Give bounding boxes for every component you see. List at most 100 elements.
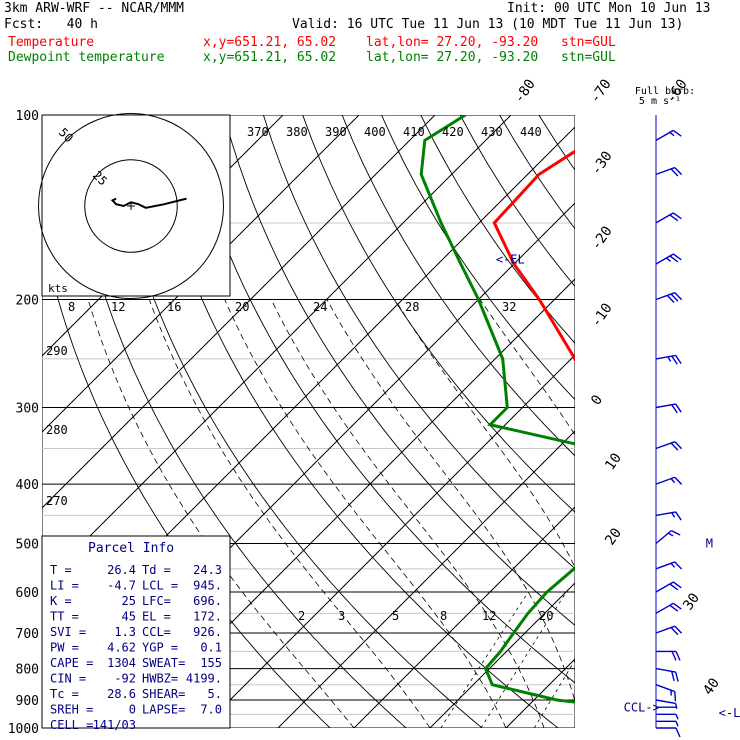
wind-legend-title: Full barb: — [635, 86, 695, 97]
wind-barb-flag — [674, 167, 683, 176]
marker-label: M — [706, 536, 713, 550]
isotherm-line — [277, 430, 575, 728]
hodograph-speed-label: 8 — [68, 300, 75, 314]
parcel-row-label: YGP = — [142, 641, 178, 655]
wind-barb-flag — [675, 511, 682, 521]
parcel-row-value: 4.62 — [107, 641, 136, 655]
dry-adiabat-line — [599, 87, 740, 740]
pressure-tick-label: 500 — [16, 537, 39, 552]
wind-barb-half — [670, 690, 672, 696]
hodograph-speed-label: 28 — [405, 300, 419, 314]
parcel-row-label: CELL = — [50, 718, 93, 732]
hodograph-ring — [38, 113, 224, 299]
wind-barb-flag — [674, 476, 683, 485]
parcel-row-label: SREH = — [50, 703, 93, 717]
parcel-row-value: 26.4 — [107, 563, 136, 577]
wind-barb — [656, 650, 681, 661]
hodograph-speed-label: 20 — [235, 300, 249, 314]
wind-barb-flag — [671, 530, 681, 536]
hodograph-speed-label: 32 — [502, 300, 516, 314]
wind-barb-flag — [671, 651, 677, 661]
mixing-ratio-label: 12 — [482, 609, 496, 623]
isotherm-line — [42, 115, 436, 509]
hodograph-speed-label: 12 — [111, 300, 125, 314]
parcel-row-value: -92 — [114, 672, 136, 686]
isotherm-label: 0 — [588, 392, 606, 408]
wind-barb-flag — [671, 671, 675, 682]
parcel-row-label: HWBZ= — [142, 672, 178, 686]
wind-barb-flag — [669, 583, 679, 591]
wind-barb-flag — [674, 441, 683, 450]
moist-adiabat-line — [479, 299, 575, 436]
theta-label: 400 — [364, 125, 386, 139]
parcel-row-value: 4199. — [186, 672, 222, 686]
wind-barb — [655, 403, 682, 414]
wind-barb-flag — [675, 403, 682, 413]
mixing-ratio-line — [440, 591, 529, 728]
dry-adiabat-line — [105, 115, 483, 728]
temperature-latlon: lat,lon= 27.20, -93.20 — [366, 35, 539, 50]
wind-barb — [656, 720, 679, 727]
wind-barb-half — [675, 703, 678, 709]
wind-barb-staff — [655, 129, 674, 142]
wind-barb-flag — [671, 355, 678, 365]
wind-barb-half — [665, 257, 672, 262]
isotherm-line — [201, 354, 575, 728]
wind-barb-flag — [670, 627, 679, 636]
wind-barb-staff — [655, 530, 672, 545]
wind-barb-flag — [672, 129, 682, 137]
moist-adiabat-line — [326, 299, 575, 703]
marker-label: <-EL — [496, 252, 525, 266]
wind-barb-staff — [655, 625, 676, 634]
parcel-row-value: -4.7 — [107, 579, 136, 593]
pressure-tick-label: 600 — [16, 586, 39, 601]
theta-label: 290 — [46, 344, 68, 358]
wind-barb — [655, 530, 681, 545]
wind-barb-half — [671, 512, 676, 518]
wind-barb-half — [667, 532, 674, 537]
wind-barb-half — [670, 562, 676, 568]
parcel-row-value: 141/03 — [93, 718, 136, 732]
wind-barb-half — [675, 721, 679, 727]
parcel-row-value: 1304 — [107, 656, 136, 670]
dry-adiabat-line — [499, 115, 575, 230]
parcel-info-title: Parcel Info — [88, 541, 174, 556]
wind-barb — [655, 684, 677, 702]
init-time: Init: 00 UTC Mon 10 Jun 13 — [507, 1, 711, 16]
parcel-row-label: Tc = — [50, 687, 79, 701]
parcel-row-label: LFC= — [142, 594, 171, 608]
wind-barb — [655, 166, 683, 177]
moist-adiabat-line — [586, 300, 699, 729]
dry-adiabat-line — [561, 87, 740, 740]
dewpoint-station: stn=GUL — [561, 50, 616, 65]
wind-barb-flag — [666, 294, 675, 303]
dewpoint-series-line — [419, 115, 575, 704]
wind-barb — [656, 727, 681, 738]
temperature-series-line — [492, 149, 575, 363]
wind-barb-half — [670, 478, 676, 484]
dry-adiabat-line — [302, 115, 575, 513]
isotherm-label: 20 — [602, 525, 625, 548]
marker-label: <-LCL — [719, 706, 740, 720]
wind-barb-staff — [655, 699, 676, 705]
dry-adiabat-line — [262, 115, 575, 570]
isotherm-line — [42, 115, 360, 433]
theta-label: 270 — [46, 494, 68, 508]
wind-barb-flag — [672, 253, 682, 261]
wind-barb-flag — [674, 561, 683, 570]
chart-header: 3km ARW-WRF -- NCAR/MMM Init: 00 UTC Mon… — [0, 0, 740, 68]
theta-label: 370 — [247, 125, 269, 139]
parcel-row-label: LCL = — [142, 579, 178, 593]
parcel-row-value: 5. — [208, 687, 222, 701]
mixing-ratio-line — [533, 659, 575, 728]
isotherm-line — [645, 87, 740, 740]
wind-barb-staff — [655, 602, 674, 614]
parcel-row-value: 0.1 — [200, 641, 222, 655]
theta-label: 280 — [46, 423, 68, 437]
wind-barb — [655, 667, 679, 682]
wind-barb — [655, 476, 683, 485]
wind-barb-staff — [655, 253, 674, 265]
wind-barb — [655, 699, 678, 709]
parcel-row-label: LI = — [50, 579, 79, 593]
moist-adiabat-line — [87, 299, 355, 728]
